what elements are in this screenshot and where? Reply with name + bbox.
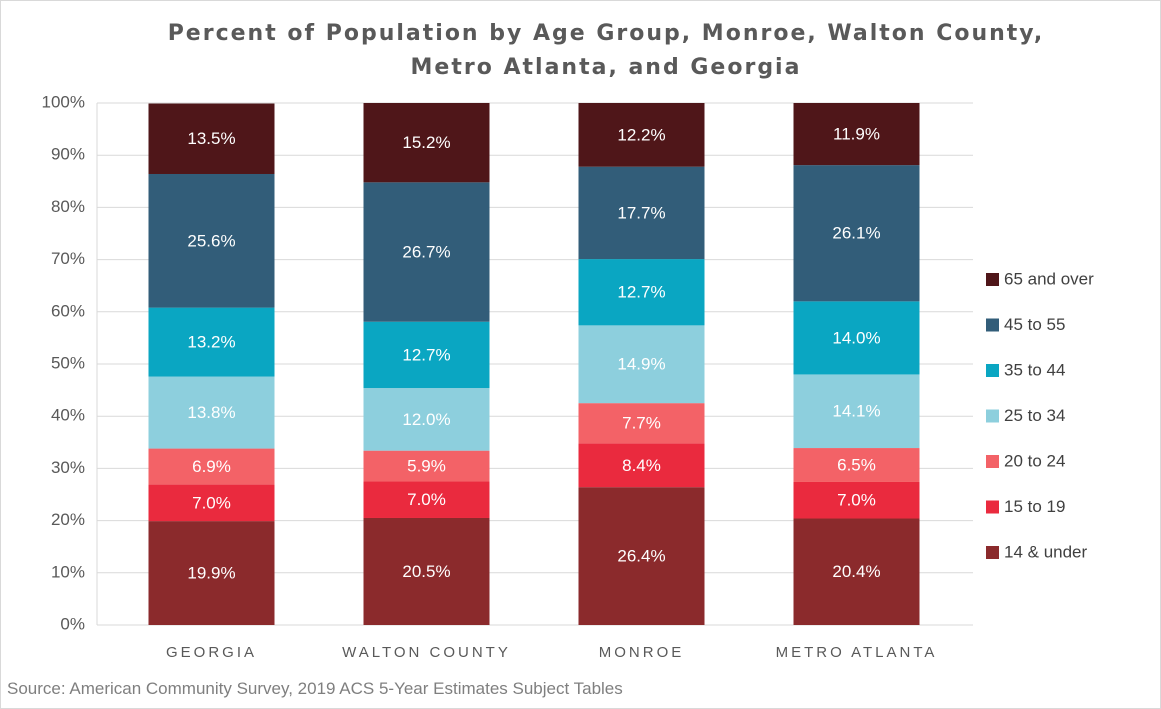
data-label: 7.7%: [622, 414, 661, 433]
bar-segment: [363, 103, 490, 183]
bar-segment: [363, 388, 490, 451]
bar-segment: [578, 443, 705, 488]
legend-swatch: [986, 273, 999, 286]
y-tick-label: 10%: [51, 562, 85, 581]
data-label: 19.9%: [187, 564, 235, 583]
legend-swatch: [986, 546, 999, 559]
legend-swatch: [986, 318, 999, 332]
bar-segment: [793, 481, 920, 519]
bar-segment: [148, 307, 275, 377]
data-label: 20.5%: [402, 562, 450, 581]
bar-segment: [578, 103, 705, 167]
data-label: 26.1%: [832, 224, 880, 243]
data-label: 13.8%: [187, 403, 235, 422]
bar-segment: [578, 403, 705, 444]
bar-segment: [148, 103, 275, 174]
bar-segment: [363, 517, 490, 625]
legend-label: 65 and over: [1004, 269, 1094, 288]
bar-segment: [578, 259, 705, 326]
data-label: 17.7%: [617, 203, 665, 222]
data-label: 12.0%: [402, 410, 450, 429]
bar-segment: [148, 521, 275, 625]
data-label: 7.0%: [837, 491, 876, 510]
bar-segment: [793, 374, 920, 449]
bar-segment: [148, 448, 275, 485]
data-label: 26.4%: [617, 547, 665, 566]
legend-swatch: [986, 500, 999, 514]
bar-segment: [363, 450, 490, 482]
data-label: 6.9%: [192, 457, 231, 476]
bar-segment: [793, 518, 920, 625]
bar-segment: [148, 173, 275, 308]
bar-segment: [148, 484, 275, 522]
source-note: Source: American Community Survey, 2019 …: [7, 679, 623, 698]
bar-segment: [578, 487, 705, 625]
y-tick-label: 70%: [51, 249, 85, 268]
bar-segment: [363, 182, 490, 322]
bar-segment: [793, 165, 920, 302]
y-tick-label: 90%: [51, 145, 85, 164]
bar-segment: [793, 301, 920, 375]
legend-swatch: [986, 409, 999, 423]
data-label: 15.2%: [402, 133, 450, 152]
data-label: 12.2%: [617, 125, 665, 144]
legend-label: 35 to 44: [1004, 360, 1065, 379]
x-tick-label: WALTON COUNTY: [342, 644, 511, 661]
legend-label: 25 to 34: [1004, 406, 1065, 425]
legend-swatch: [986, 364, 999, 377]
y-tick-label: 50%: [51, 353, 85, 372]
bar-segment: [363, 481, 490, 518]
x-tick-label: METRO ATLANTA: [776, 644, 938, 661]
y-tick-label: 80%: [51, 197, 85, 216]
bar-segment: [578, 166, 705, 260]
data-label: 14.1%: [832, 402, 880, 421]
bar-segment: [578, 325, 705, 404]
data-label: 13.5%: [187, 129, 235, 148]
legend-label: 15 to 19: [1004, 497, 1065, 516]
y-tick-label: 100%: [42, 92, 85, 111]
data-label: 14.0%: [832, 328, 880, 347]
bar-segment: [793, 103, 920, 166]
chart-title: Percent of Population by Age Group, Monr…: [167, 21, 1045, 80]
y-tick-label: 60%: [51, 301, 85, 320]
legend-swatch: [986, 455, 999, 468]
data-label: 26.7%: [402, 243, 450, 262]
y-tick-label: 0%: [60, 614, 85, 633]
legend-label: 45 to 55: [1004, 315, 1065, 334]
data-label: 6.5%: [837, 455, 876, 474]
data-label: 7.0%: [407, 490, 446, 509]
data-label: 20.4%: [832, 562, 880, 581]
data-label: 13.2%: [187, 333, 235, 352]
legend-label: 20 to 24: [1004, 451, 1065, 470]
bar-segment: [793, 448, 920, 482]
data-label: 12.7%: [617, 283, 665, 302]
legend-label: 14 & under: [1004, 542, 1088, 561]
data-label: 25.6%: [187, 231, 235, 250]
data-label: 8.4%: [622, 456, 661, 475]
bar-segment: [363, 321, 490, 389]
data-label: 11.9%: [833, 125, 880, 144]
y-tick-label: 40%: [51, 406, 85, 425]
data-label: 14.9%: [617, 355, 665, 374]
y-tick-label: 30%: [51, 458, 85, 477]
y-tick-label: 20%: [51, 510, 85, 529]
bar-segment: [148, 376, 275, 449]
data-label: 5.9%: [407, 457, 446, 476]
x-tick-label: GEORGIA: [166, 644, 257, 661]
x-tick-label: MONROE: [599, 644, 685, 661]
data-label: 7.0%: [192, 493, 231, 512]
data-label: 12.7%: [402, 345, 450, 364]
